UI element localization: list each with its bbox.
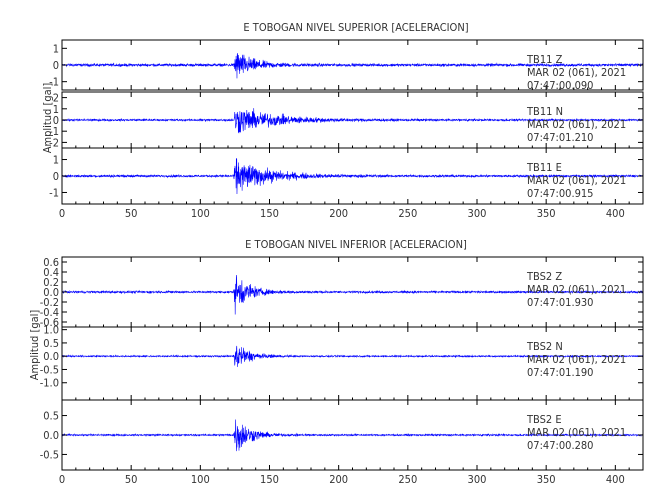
top-figure-title: E TOBOGAN NIVEL SUPERIOR [ACELERACION] [243,21,468,34]
waveform-tb11-n [61,108,644,134]
station-component-label: TB11 N [526,105,563,118]
y-tick-label: 0.2 [43,276,59,289]
x-tick-label: 100 [191,207,210,220]
x-tick-label: 350 [537,207,556,220]
date-label: MAR 02 (061), 2021 [527,353,626,366]
top-y-axis-label: Amplitud [gal] [41,83,54,154]
y-tick-label: 0.5 [43,410,59,423]
x-tick-label: 400 [606,207,625,220]
x-tick-label: 150 [260,207,279,220]
y-tick-label: 1 [53,103,59,116]
x-tick-label: 300 [468,207,487,220]
waveform-tbs2-e [61,419,644,452]
y-tick-label: 2 [53,92,59,105]
time-label: 07:47:00.280 [527,439,593,452]
y-tick-label: 0.5 [43,337,59,350]
y-tick-label: 1 [53,42,59,55]
y-tick-label: -0.6 [40,316,59,329]
x-tick-label: 150 [260,473,279,486]
x-tick-label: 250 [398,207,417,220]
date-label: MAR 02 (061), 2021 [527,283,626,296]
x-tick-label: 250 [398,473,417,486]
date-label: MAR 02 (061), 2021 [527,174,626,187]
waveform-tb11-e [61,158,644,195]
y-tick-label: 0.0 [43,286,59,299]
bottom-figure-title: E TOBOGAN NIVEL INFERIOR [ACELERACION] [245,238,467,251]
y-tick-label: 0 [53,170,59,183]
x-tick-label: 200 [329,473,348,486]
y-tick-label: -0.5 [40,363,59,376]
waveform-tb11-z [61,52,644,79]
y-tick-label: 0.4 [43,266,59,279]
x-tick-label: 300 [468,473,487,486]
x-tick-label: 0 [59,473,65,486]
y-tick-label: -0.2 [40,296,59,309]
y-tick-label: 0.0 [43,350,59,363]
y-tick-label: 1.0 [43,324,59,337]
y-tick-label: 0 [53,59,59,72]
time-label: 07:47:01.930 [527,296,593,309]
y-tick-label: -0.5 [40,448,59,461]
time-label: 07:47:01.190 [527,366,593,379]
y-tick-label: -1 [49,125,59,138]
x-tick-label: 200 [329,207,348,220]
y-tick-label: -1 [49,186,59,199]
y-tick-label: 0.6 [43,256,59,269]
y-tick-label: -1 [49,76,59,89]
x-tick-label: 50 [125,207,138,220]
station-component-label: TBS2 Z [526,270,562,283]
y-tick-label: -0.4 [40,306,59,319]
y-tick-label: -2 [49,136,59,149]
x-tick-label: 400 [606,473,625,486]
waveform-tbs2-n [61,345,644,367]
time-label: 07:47:00.915 [527,187,593,200]
x-tick-label: 0 [59,207,65,220]
y-tick-label: 1 [53,154,59,167]
date-label: MAR 02 (061), 2021 [527,426,626,439]
waveform-tbs2-z [61,275,644,315]
x-tick-label: 100 [191,473,210,486]
date-label: MAR 02 (061), 2021 [527,66,626,79]
time-label: 07:47:00.090 [527,79,593,92]
bottom-y-axis-label: Amplitud [gal] [28,310,41,381]
y-tick-label: 0 [53,114,59,127]
x-tick-label: 50 [125,473,138,486]
station-component-label: TBS2 N [526,340,563,353]
date-label: MAR 02 (061), 2021 [527,118,626,131]
station-component-label: TB11 Z [526,53,563,66]
time-label: 07:47:01.210 [527,131,593,144]
station-component-label: TBS2 E [526,413,562,426]
y-tick-label: 0.0 [43,429,59,442]
y-tick-label: -1.0 [40,377,59,390]
x-tick-label: 350 [537,473,556,486]
station-component-label: TB11 E [526,161,562,174]
